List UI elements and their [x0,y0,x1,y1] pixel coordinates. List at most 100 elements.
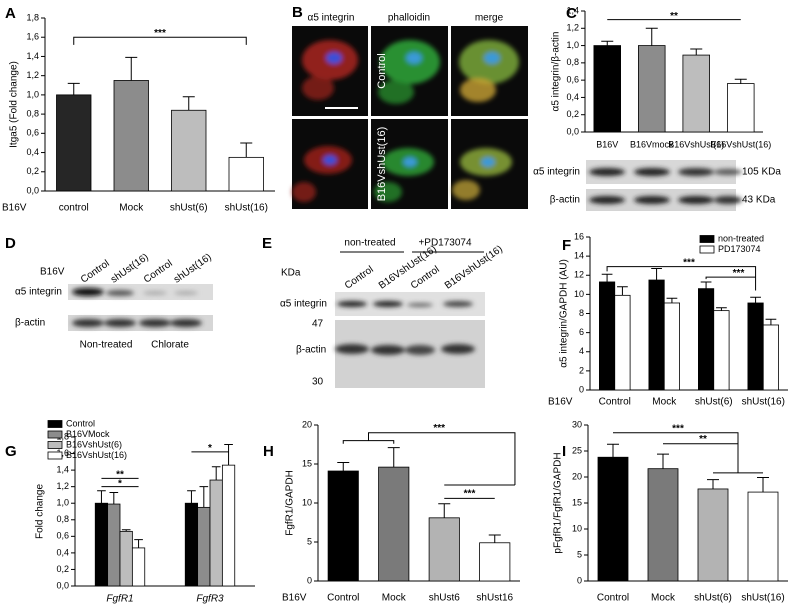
legend-label: Control [66,418,95,428]
bar [747,302,764,391]
y-tick-label: 15 [302,458,312,468]
y-tick-label: 0,0 [56,580,69,590]
blot-label: β-actin [550,195,580,206]
bar [378,466,410,582]
error-bar [134,539,143,548]
panel-letter: B [292,4,303,21]
error-bar [109,491,119,505]
bar [327,470,359,582]
error-bar [666,297,678,303]
x-tick-label: FgfR1 [106,594,133,605]
legend-label: B16VshUst(6) [66,439,122,449]
x-tick-label: shUst6 [429,593,461,604]
x-tick-label: Mock [651,593,676,604]
x-tick-label: shUst16 [476,593,513,604]
x-tick-label: FgfR3 [196,594,224,605]
lane-label: B16VshUst(16) [443,244,505,292]
bar [599,281,616,391]
significance-label: ** [670,11,678,22]
error-bar [67,82,80,95]
y-tick-label: 10 [302,497,312,507]
significance-label: *** [672,423,684,434]
panel-letter: A [5,5,16,22]
y-tick-label: 1,0 [566,40,579,50]
error-bar [601,273,613,282]
bar [209,479,223,587]
panel-letter: H [263,443,274,460]
cell-line: B16V [40,267,65,278]
bar [593,45,622,133]
bar [762,324,779,391]
x-tick-label: Mock [119,203,144,214]
significance-label: ** [116,470,124,481]
legend-swatch [699,235,715,243]
blot-size: 105 KDa [742,167,781,178]
error-bar [438,503,451,518]
error-bar [182,96,195,111]
error-bar [645,27,658,46]
lane-label: Control [343,264,376,292]
y-tick-label: 0,6 [26,128,39,138]
y-tick-label: 1,2 [26,70,39,80]
group-label: Non-treated [80,340,133,351]
error-bar [757,477,769,493]
bar [682,54,711,133]
error-bar [121,529,131,532]
lane-label: Control [79,258,112,286]
bar [94,502,109,587]
error-bar [617,286,628,296]
y-tick-label: 1,8 [26,12,39,22]
y-tick-label: 1,2 [56,481,69,491]
significance-label: ** [699,434,707,445]
error-bar [199,486,209,508]
panel-letter: C [566,5,577,22]
y-tick-label: 0,2 [566,109,579,119]
unit-label: KDa [281,268,301,279]
y-tick-label: 10 [574,289,584,299]
y-tick-label: 0,4 [56,547,69,557]
row-label: Control [376,53,388,88]
error-bar [700,281,712,289]
column-label: α5 integrin [308,13,355,24]
y-tick-label: 1,4 [56,464,69,474]
y-tick-label: 0,8 [56,514,69,524]
error-bar [187,490,196,504]
significance-bracket [613,432,739,473]
legend-swatch [47,441,63,449]
x-prefix: B16V [282,593,307,604]
blot-label: β-actin [296,345,326,356]
bar [428,517,460,582]
y-tick-label: 1,6 [26,32,39,42]
significance-bracket [606,266,757,291]
bar [479,542,511,582]
group-label: non-treated [344,238,395,249]
x-prefix: B16V [548,397,573,408]
y-tick-label: 1,2 [566,23,579,33]
significance-label: *** [683,257,695,268]
x-tick-label: Mock [652,397,677,408]
y-tick-label: 8 [579,308,584,318]
group-label: Chlorate [151,340,189,351]
y-tick-label: 30 [572,419,582,429]
y-tick-label: 0,4 [26,147,39,157]
y-axis-label: pFgfR1/FgfR1/GAPDH [553,452,564,553]
error-bar [240,142,253,158]
x-tick-label: shUst(16) [225,203,268,214]
y-axis-label: Fold change [35,484,46,539]
y-axis-label: FgfR1/GAPDH [285,470,296,536]
error-bar [690,48,703,56]
blot-label: α5 integrin [533,167,580,178]
bar [614,294,631,391]
x-tick-label: Control [599,397,631,408]
y-tick-label: 1,0 [56,498,69,508]
y-tick-label: 5 [307,536,312,546]
y-tick-label: 2 [579,365,584,375]
bar [647,468,679,582]
blot: E non-treated +PD173074 KDa Control B16V… [262,235,505,388]
y-tick-label: 0,0 [566,126,579,136]
x-tick-label: Control [327,593,359,604]
y-tick-label: 1,8 [56,431,69,441]
significance-label: *** [464,488,476,499]
y-tick-label: 0,0 [26,185,39,195]
error-bar [765,318,777,325]
